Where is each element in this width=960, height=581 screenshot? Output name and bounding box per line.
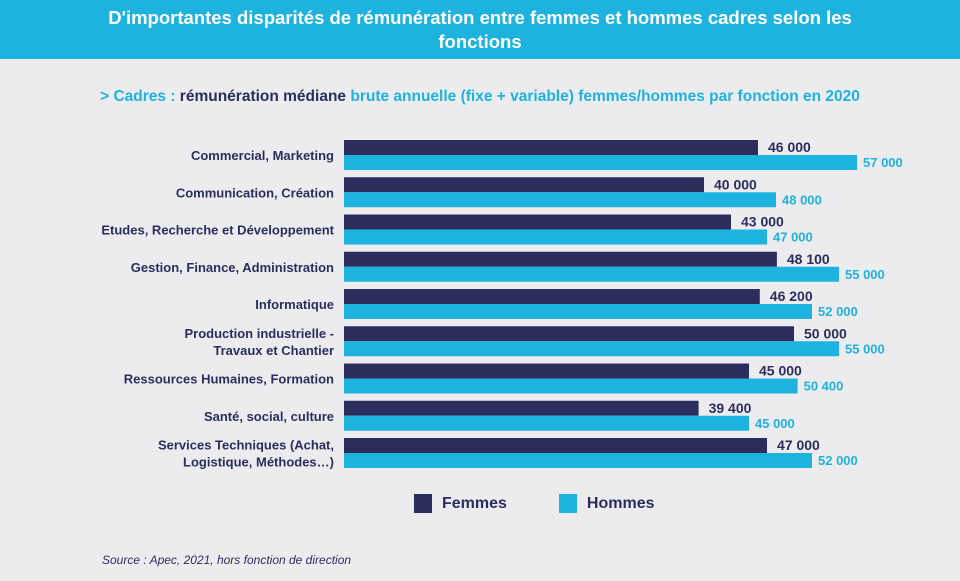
bar-femmes [344, 214, 731, 230]
value-label-hommes: 50 400 [804, 379, 844, 394]
bar-femmes [344, 177, 704, 193]
value-label-femmes: 45 000 [759, 363, 802, 379]
bar-hommes [344, 415, 749, 431]
value-label-hommes: 57 000 [863, 155, 903, 170]
value-label-femmes: 39 400 [709, 400, 752, 416]
category-label: Gestion, Finance, Administration [131, 260, 334, 275]
bar-hommes [344, 453, 812, 468]
legend-item-hommes: Hommes [558, 494, 655, 513]
category-label: Informatique [255, 297, 334, 312]
category-label: Ressources Humaines, Formation [124, 372, 334, 387]
value-label-femmes: 46 200 [770, 288, 813, 304]
value-label-hommes: 48 000 [782, 192, 822, 207]
category-label: Logistique, Méthodes…) [183, 455, 334, 470]
bar-femmes [344, 363, 749, 379]
legend-label-hommes: Hommes [586, 494, 655, 512]
bar-hommes [344, 229, 767, 245]
bar-femmes [344, 140, 758, 155]
bar-hommes [344, 304, 812, 319]
bar-femmes [344, 251, 777, 267]
chart-header: D'importantes disparités de rémunération… [0, 0, 960, 59]
bar-hommes [344, 192, 776, 208]
legend-label-femmes: Femmes [442, 494, 507, 512]
value-label-femmes: 47 000 [777, 437, 820, 453]
subtitle-emphasis: rémunération médiane [179, 88, 347, 105]
bar-femmes [344, 438, 767, 453]
source-note: Source : Apec, 2021, hors fonction de di… [102, 553, 352, 567]
bar-hommes [344, 155, 857, 170]
legend-swatch-femmes [414, 494, 432, 513]
chart-subtitle: > Cadres : rémunération médiane brute an… [0, 88, 960, 106]
legend-swatch-hommes [558, 494, 577, 513]
bar-hommes [344, 266, 839, 282]
value-label-femmes: 50 000 [804, 325, 847, 341]
category-label: Production industrielle - [184, 326, 334, 341]
chart-title: D'importantes disparités de rémunération… [108, 6, 852, 52]
category-label: Etudes, Recherche et Développement [101, 223, 334, 238]
subtitle-rest: brute annuelle (fixe + variable) femmes/… [346, 88, 860, 105]
category-label: Santé, social, culture [204, 409, 334, 424]
bar-femmes [344, 400, 699, 416]
value-label-hommes: 55 000 [845, 341, 885, 356]
value-label-femmes: 48 100 [787, 251, 830, 267]
value-label-femmes: 43 000 [741, 214, 784, 230]
value-label-hommes: 45 000 [755, 416, 795, 431]
bar-hommes [344, 341, 839, 357]
value-label-femmes: 46 000 [768, 139, 811, 155]
value-label-hommes: 55 000 [845, 267, 885, 282]
bar-femmes [344, 289, 760, 304]
legend: Femmes Hommes [414, 494, 707, 513]
legend-item-femmes: Femmes [414, 494, 507, 513]
bar-hommes [344, 378, 798, 394]
value-label-hommes: 52 000 [818, 304, 858, 319]
subtitle-prefix: > Cadres : [100, 88, 180, 105]
value-label-femmes: 40 000 [714, 176, 757, 192]
value-label-hommes: 52 000 [818, 453, 858, 468]
category-label: Communication, Création [176, 185, 334, 200]
value-label-hommes: 47 000 [773, 230, 813, 245]
category-label: Services Techniques (Achat, [158, 438, 334, 453]
category-label: Commercial, Marketing [191, 148, 334, 163]
category-label: Travaux et Chantier [213, 343, 334, 358]
bar-femmes [344, 326, 794, 342]
